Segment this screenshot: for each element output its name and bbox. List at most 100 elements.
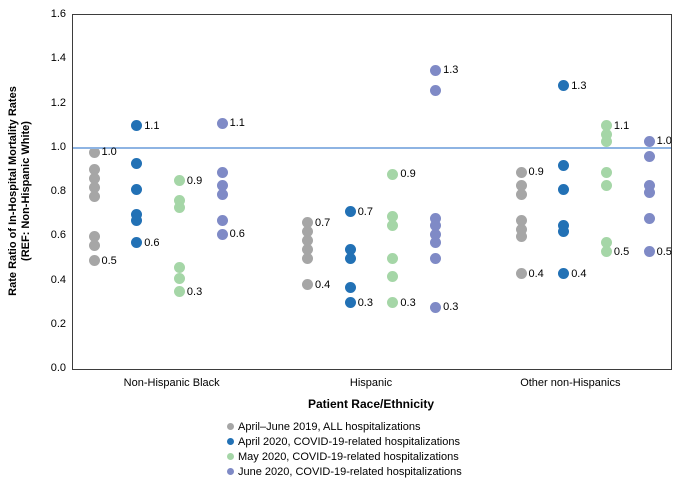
data-point (216, 166, 228, 178)
data-point (88, 255, 100, 267)
legend-label: May 2020, COVID-19-related hospitalizati… (238, 450, 459, 463)
data-point (600, 246, 612, 258)
y-tick-label: 1.0 (50, 140, 66, 153)
data-point (302, 217, 313, 229)
y-tick-label: 0.8 (50, 185, 66, 197)
x-category-label: Non-Hispanic Black (123, 377, 220, 389)
data-point (643, 151, 655, 163)
data-point (216, 188, 228, 200)
data-point (344, 297, 356, 309)
reference-line (73, 146, 671, 149)
data-point (600, 128, 612, 140)
data-point (600, 179, 612, 191)
data-point (173, 286, 185, 298)
y-tick-label: 0.2 (50, 317, 66, 330)
data-point (387, 297, 399, 309)
data-point (387, 219, 399, 231)
data-point-label: 0.3 (443, 301, 459, 314)
y-tick-label: 1.4 (50, 52, 66, 65)
data-point (643, 246, 655, 258)
data-point-label: 1.1 (613, 119, 630, 132)
data-point-label: 0.9 (528, 166, 544, 179)
y-tick-label: 0.6 (50, 229, 66, 242)
data-point-label: 0.5 (101, 254, 117, 267)
data-point (88, 173, 100, 185)
data-point (430, 219, 442, 231)
data-point (387, 210, 399, 222)
data-point (344, 244, 356, 256)
data-point (558, 226, 570, 238)
legend-marker-icon (227, 453, 234, 460)
legend-marker-icon (227, 438, 234, 445)
data-point (88, 182, 100, 194)
data-point (387, 270, 399, 282)
data-point (387, 252, 399, 264)
legend-label: April 2020, COVID-19-related hospitaliza… (238, 435, 460, 448)
data-point-label: 1.3 (443, 64, 459, 77)
data-point (515, 179, 527, 191)
legend-label: April–June 2019, ALL hospitalizations (238, 420, 421, 433)
legend-row: April–June 2019, ALL hospitalizations (227, 419, 462, 434)
data-point-label: 0.4 (528, 267, 544, 280)
data-point (515, 230, 527, 242)
data-point (131, 208, 143, 220)
data-point (131, 215, 143, 227)
data-point-label: 0.6 (229, 228, 245, 241)
data-point-label: 0.5 (656, 245, 672, 258)
data-point (173, 195, 185, 207)
data-point (600, 237, 612, 249)
data-point-label: 0.3 (400, 296, 416, 309)
legend-marker-icon (227, 468, 234, 475)
data-point (302, 279, 313, 291)
data-point (88, 190, 100, 202)
y-tick-label: 1.6 (50, 8, 66, 20)
data-point (430, 228, 442, 240)
y-axis-title-line1: Rate Ratio of In-Hospital Mortality Rate… (7, 86, 19, 296)
legend-marker-icon (227, 423, 234, 430)
data-point (558, 268, 570, 280)
data-point-label: 0.3 (357, 296, 373, 309)
data-point (173, 175, 185, 187)
legend-row: April 2020, COVID-19-related hospitaliza… (227, 434, 462, 449)
data-point (173, 272, 185, 284)
data-point (515, 268, 527, 280)
data-point-label: 1.0 (101, 146, 117, 159)
data-point (600, 120, 612, 132)
legend-label: June 2020, COVID-19-related hospitalizat… (238, 465, 462, 478)
data-point (131, 237, 143, 249)
data-point (600, 135, 612, 147)
data-point (430, 84, 442, 96)
data-point (344, 252, 356, 264)
legend-row: May 2020, COVID-19-related hospitalizati… (227, 449, 462, 464)
x-category-label: Hispanic (349, 377, 393, 389)
data-point (430, 237, 442, 249)
legend-row: June 2020, COVID-19-related hospitalizat… (227, 464, 462, 479)
data-point (558, 219, 570, 231)
y-tick-label: 1.2 (50, 96, 66, 109)
data-point (643, 179, 655, 191)
data-point (430, 301, 442, 313)
y-axis-title-line2: (REF: Non-Hispanic White) (20, 121, 32, 261)
data-point (302, 244, 313, 256)
plot-area: 1.0 0.5 0.7 0.4 0.9 0.4 1.1 0.6 0.7 0.3 1.3 0.4 0.9 0… (72, 14, 672, 370)
data-point (88, 164, 100, 176)
data-point (600, 166, 612, 178)
data-point (302, 252, 313, 264)
data-point (344, 281, 356, 293)
data-point-label: 0.7 (357, 205, 373, 218)
data-point (216, 215, 228, 227)
data-point-label: 1.3 (571, 79, 587, 92)
data-point (387, 168, 399, 180)
data-point-label: 0.4 (571, 267, 587, 280)
data-point-label: 0.7 (315, 216, 331, 229)
data-point-label: 1.1 (229, 117, 245, 130)
data-point (88, 239, 100, 251)
data-point (302, 235, 313, 247)
data-point (515, 215, 527, 227)
data-point (558, 80, 570, 92)
data-point (643, 213, 655, 225)
y-tick-label: 0.4 (50, 273, 66, 286)
data-point (344, 206, 356, 218)
data-point (88, 146, 100, 158)
data-point (131, 184, 143, 196)
